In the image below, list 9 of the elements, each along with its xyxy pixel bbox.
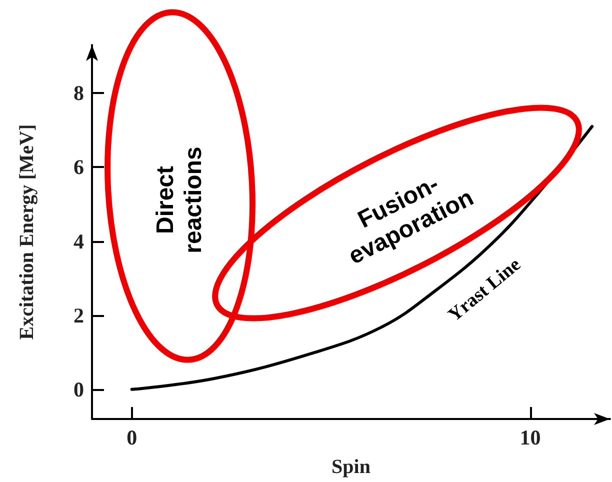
annotation: Direct reactions [152, 146, 208, 254]
x-axis-title: Spin [332, 456, 370, 478]
y-tick-label: 2 [74, 303, 84, 328]
y-axis-title: Excitation Energy [MeV] [16, 124, 38, 340]
y-tick-label: 0 [74, 377, 84, 402]
x-tick-label: 10 [520, 426, 541, 450]
y-tick-label: 4 [74, 229, 84, 254]
y-tick-label: 8 [74, 81, 84, 106]
y-tick-label: 6 [74, 155, 84, 180]
